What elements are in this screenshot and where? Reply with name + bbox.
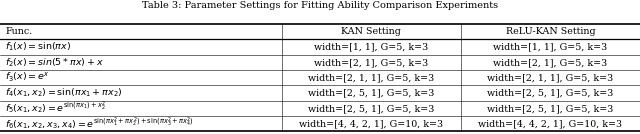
Text: width=[2, 1], G=5, k=3: width=[2, 1], G=5, k=3 [493,58,607,67]
Text: $f_6(x_1, x_2, x_3, x_4) = e^{\sin(\pi x_1^2+\pi x_2^2)+\sin(\pi x_3^2+\pi x_4^2: $f_6(x_1, x_2, x_3, x_4) = e^{\sin(\pi x… [5,116,194,132]
Text: width=[1, 1], G=5, k=3: width=[1, 1], G=5, k=3 [493,43,607,52]
Text: ReLU-KAN Setting: ReLU-KAN Setting [506,27,595,36]
Text: width=[2, 5, 1], G=5, k=3: width=[2, 5, 1], G=5, k=3 [308,89,435,98]
Text: $f_2(x) = sin(5 * \pi x) + x$: $f_2(x) = sin(5 * \pi x) + x$ [5,56,104,69]
Text: $f_3(x) = e^{x}$: $f_3(x) = e^{x}$ [5,71,50,84]
Text: KAN Setting: KAN Setting [341,27,401,36]
Text: width=[2, 5, 1], G=5, k=3: width=[2, 5, 1], G=5, k=3 [487,89,614,98]
Text: width=[2, 1, 1], G=5, k=3: width=[2, 1, 1], G=5, k=3 [487,73,614,82]
Text: width=[2, 5, 1], G=5, k=3: width=[2, 5, 1], G=5, k=3 [308,104,435,113]
Text: $f_1(x) = \sin(\pi x)$: $f_1(x) = \sin(\pi x)$ [5,41,71,53]
Text: $f_4(x_1, x_2) = \sin(\pi x_1 + \pi x_2)$: $f_4(x_1, x_2) = \sin(\pi x_1 + \pi x_2)… [5,87,123,99]
Text: width=[2, 5, 1], G=5, k=3: width=[2, 5, 1], G=5, k=3 [487,104,614,113]
Text: Table 3: Parameter Settings for Fitting Ability Comparison Experiments: Table 3: Parameter Settings for Fitting … [142,1,498,10]
Text: width=[2, 1], G=5, k=3: width=[2, 1], G=5, k=3 [314,58,428,67]
Text: $f_5(x_1, x_2) = e^{\sin(\pi x_1)+x_2^2}$: $f_5(x_1, x_2) = e^{\sin(\pi x_1)+x_2^2}… [5,100,106,116]
Text: width=[2, 1, 1], G=5, k=3: width=[2, 1, 1], G=5, k=3 [308,73,435,82]
Text: width=[4, 4, 2, 1], G=10, k=3: width=[4, 4, 2, 1], G=10, k=3 [478,119,623,128]
Text: Func.: Func. [5,27,33,36]
Text: width=[1, 1], G=5, k=3: width=[1, 1], G=5, k=3 [314,43,428,52]
Text: width=[4, 4, 2, 1], G=10, k=3: width=[4, 4, 2, 1], G=10, k=3 [299,119,444,128]
